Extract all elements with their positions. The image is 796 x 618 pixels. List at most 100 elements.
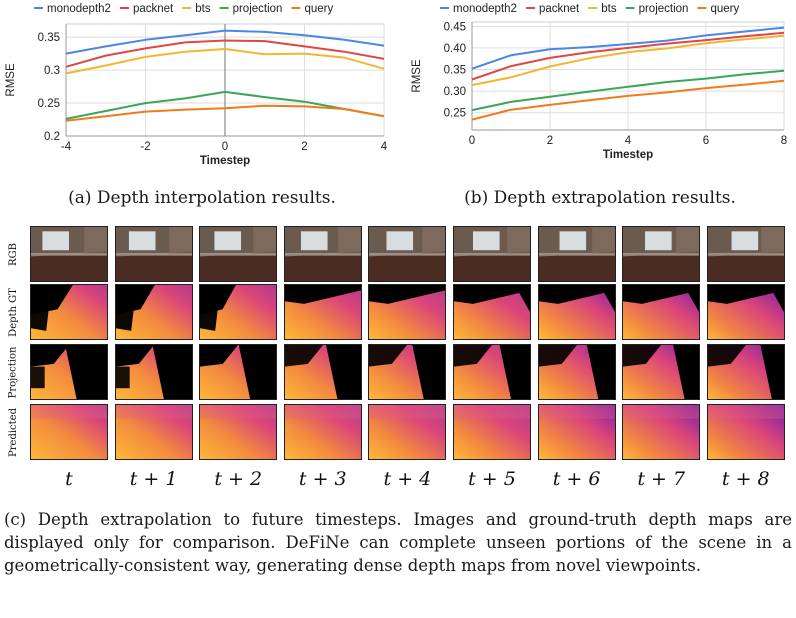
x-axis-label: Timestep <box>200 155 250 167</box>
y-tick-label: 0.2 <box>44 131 60 143</box>
legend-label: monodepth2 <box>453 3 517 15</box>
rgb-image-content <box>538 227 615 281</box>
y-tick-label: 0.35 <box>444 65 466 77</box>
x-axis-label: Timestep <box>603 149 653 161</box>
legend-label: projection <box>233 3 283 15</box>
legend-item-bts: bts <box>588 3 617 15</box>
legend-item-packnet: packnet <box>119 3 174 15</box>
timestep-label: t + 7 <box>637 468 686 490</box>
Depth GT-image-content <box>454 285 530 339</box>
legend-label: packnet <box>133 3 174 15</box>
thumbnail-rgb <box>199 226 278 282</box>
y-tick-label: 0.35 <box>38 32 60 44</box>
Predicted-image-content <box>31 405 107 459</box>
series-line-query <box>65 104 385 122</box>
Depth GT-image-content <box>200 285 277 339</box>
thumbnail-predicted <box>283 404 362 460</box>
Depth GT-image-content <box>369 285 446 339</box>
legend-label: projection <box>639 3 689 15</box>
caption-b: (b) Depth extrapolation results. <box>464 188 736 208</box>
x-tick-label: -4 <box>61 141 72 153</box>
Predicted-image-content <box>707 405 784 459</box>
thumbnail-depth-gt <box>30 284 108 340</box>
timestep-label: t + 2 <box>214 468 263 490</box>
Projection-image-content <box>707 345 784 399</box>
thumbnail-depth-gt <box>199 284 278 340</box>
y-tick-label: 0.45 <box>444 21 466 33</box>
Projection-image-content <box>538 345 615 399</box>
legend-item-query: query <box>697 3 739 15</box>
legend-label: bts <box>601 3 617 15</box>
Depth GT-image-content <box>707 285 784 339</box>
Predicted-image-content <box>115 405 192 459</box>
chart-b-svg: monodepth2 packnet bts projection query 0.25 0… <box>411 3 787 161</box>
legend-item-packnet: packnet <box>525 3 580 15</box>
Projection-image-content <box>31 345 107 399</box>
Depth GT-image-content <box>115 285 192 339</box>
legend-item-projection: projection <box>625 3 689 15</box>
chart-depth-interpolation: monodepth2 packnet bts projection query 0.2 0.… <box>0 0 404 182</box>
Projection-image-content <box>200 345 277 399</box>
Predicted-image-content <box>454 405 530 459</box>
legend-label: packnet <box>539 3 580 15</box>
Projection-image-content <box>115 345 192 399</box>
thumbnail-projection <box>199 344 278 400</box>
series-line-monodepth2 <box>471 26 785 70</box>
series-line-packnet <box>471 31 785 81</box>
series-line-bts <box>471 34 785 87</box>
thumbnail-depth-gt <box>622 284 701 340</box>
timestep-label: t + 5 <box>468 468 516 490</box>
thumbnail-projection <box>706 344 785 400</box>
thumbnail-rgb <box>30 226 108 282</box>
timestep-label: t <box>65 468 73 490</box>
thumbnail-depth-gt <box>537 284 616 340</box>
x-tick-label: 0 <box>469 135 475 147</box>
y-tick-label: 0.40 <box>444 43 466 55</box>
row-label: Projection <box>7 346 19 398</box>
x-tick-label: -2 <box>140 141 150 153</box>
legend-label: query <box>304 3 333 15</box>
thumbnail-rgb <box>368 226 447 282</box>
depth-image-grid: RGB Depth GT Projection Predicted <box>0 218 796 468</box>
y-tick-label: 0.3 <box>44 65 60 77</box>
legend-item-monodepth2: monodepth2 <box>34 3 111 15</box>
y-axis-label: RMSE <box>5 63 17 97</box>
rgb-image-content <box>454 227 530 281</box>
thumbnail-predicted <box>706 404 785 460</box>
Predicted-image-content <box>284 405 361 459</box>
x-tick-label: 8 <box>781 135 787 147</box>
legend-item-query: query <box>291 3 333 15</box>
thumbnail-depth-gt <box>283 284 362 340</box>
thumbnail-projection <box>30 344 108 400</box>
x-tick-label: 4 <box>625 135 632 147</box>
legend-item-bts: bts <box>182 3 211 15</box>
thumbnail-projection <box>453 344 531 400</box>
Predicted-image-content <box>369 405 446 459</box>
y-tick-label: 0.30 <box>444 86 466 98</box>
caption-c: (c) Depth extrapolation to future timest… <box>4 510 792 575</box>
Projection-image-content <box>369 345 446 399</box>
thumbnail-predicted <box>30 404 108 460</box>
legend: monodepth2 packnet bts projection query <box>440 3 739 15</box>
series-line-bts <box>65 48 385 75</box>
timestep-label: t + 6 <box>552 468 601 490</box>
thumbnail-depth-gt <box>453 284 531 340</box>
y-tick-label: 0.25 <box>444 108 466 120</box>
rgb-image-content <box>31 227 107 281</box>
legend-label: bts <box>195 3 211 15</box>
thumbnail-rgb <box>114 226 193 282</box>
thumbnail-depth-gt <box>706 284 785 340</box>
thumbnail-rgb <box>283 226 362 282</box>
rgb-image-content <box>284 227 361 281</box>
thumbnail-predicted <box>537 404 616 460</box>
row-label: Depth GT <box>7 287 19 337</box>
legend-label: query <box>710 3 739 15</box>
legend-item-monodepth2: monodepth2 <box>440 3 517 15</box>
thumbnail-projection <box>622 344 701 400</box>
legend-label: monodepth2 <box>47 3 111 15</box>
y-axis-label: RMSE <box>411 59 423 93</box>
Depth GT-image-content <box>31 285 107 339</box>
Depth GT-image-content <box>623 285 700 339</box>
rgb-image-content <box>623 227 700 281</box>
row-label: RGB <box>7 242 19 266</box>
